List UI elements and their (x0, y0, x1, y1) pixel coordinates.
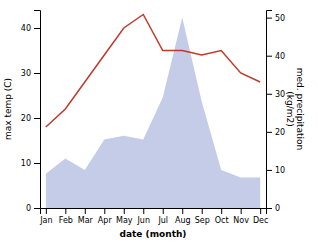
tick-mark (34, 208, 40, 209)
tick: 50 (266, 14, 285, 23)
tick-label: Mar (78, 216, 94, 225)
area (46, 18, 260, 208)
tick: Jul (157, 208, 168, 225)
tick: 0 (26, 204, 40, 213)
tick: Jun (137, 208, 151, 225)
tick-label: Dec (253, 216, 268, 225)
tick-mark (221, 208, 222, 214)
axis-line (267, 11, 273, 209)
chart: Jan Feb Mar AprMay Jun Jul Aug Sep Oct Nov Dec 0 10 2… (0, 0, 318, 242)
tick-label: Jul (157, 216, 168, 225)
tick: Aug (175, 208, 191, 225)
tick-mark (266, 170, 272, 171)
line (46, 15, 260, 128)
marks (46, 15, 260, 209)
tick: 30 (266, 90, 285, 99)
tick-mark (241, 208, 242, 214)
tick-mark (266, 132, 272, 133)
tick-label: Feb (59, 216, 73, 225)
tick-label: 0 (275, 204, 280, 213)
tick-label: Oct (215, 216, 229, 225)
tick-mark (266, 94, 272, 95)
axis-line (41, 209, 267, 215)
tick-label: 30 (275, 90, 285, 99)
plot-area: Jan Feb Mar AprMay Jun Jul Aug Sep Oct Nov Dec 0 10 2… (3, 11, 305, 240)
x-axis: Jan Feb Mar AprMay Jun Jul Aug Sep Oct Nov Dec (39, 208, 268, 225)
tick: Dec (253, 208, 268, 225)
tick-mark (260, 208, 261, 214)
tick-mark (182, 208, 183, 214)
tick-mark (266, 56, 272, 57)
tick: Feb (59, 208, 73, 225)
y-axis: 0 10 20 30 40 (21, 11, 41, 214)
tick-label: Jan (39, 216, 52, 225)
tick: 10 (266, 166, 285, 175)
tick-mark (124, 208, 125, 214)
tick: 20 (21, 114, 40, 123)
tick-label: Apr (98, 216, 113, 225)
tick-label: 10 (275, 166, 285, 175)
tick-mark (266, 208, 272, 209)
tick-label: 40 (275, 52, 285, 61)
tick-label: 20 (21, 114, 31, 123)
tick-label: Sep (195, 216, 210, 225)
tick: 40 (266, 52, 285, 61)
tick-label: 30 (21, 69, 31, 78)
tick-mark (163, 208, 164, 214)
y2-axis: 0 10 20 30 40 50 (266, 11, 285, 214)
tick: 0 (266, 204, 280, 213)
tick-label: Nov (233, 216, 249, 225)
y2-axis-title-line: med. precipitation (295, 68, 305, 150)
axis-line (34, 11, 41, 209)
tick-label: Jun (137, 216, 151, 225)
tick: May (116, 208, 133, 225)
tick-label: 0 (26, 204, 31, 213)
tick-mark (143, 208, 144, 214)
tick-mark (266, 18, 272, 19)
tick: 10 (21, 159, 40, 168)
tick-mark (65, 208, 66, 214)
x-axis-title: date (month) (120, 229, 187, 239)
tick-label: 10 (21, 159, 31, 168)
tick: Nov (233, 208, 249, 225)
tick-mark (202, 208, 203, 214)
tick-mark (104, 208, 105, 214)
tick-mark (34, 28, 40, 29)
tick-label: Aug (175, 216, 191, 225)
y2-axis-title: med. precipitation(kg/m2) (285, 68, 305, 150)
tick-mark (34, 118, 40, 119)
tick-label: 50 (275, 14, 285, 23)
tick-label: 20 (275, 128, 285, 137)
tick: Sep (195, 208, 210, 225)
tick-label: 40 (21, 24, 31, 33)
tick-mark (85, 208, 86, 214)
y-axis-title: max temp (C) (3, 78, 13, 140)
tick: Apr (98, 208, 113, 225)
tick: 40 (21, 24, 40, 33)
tick: 30 (21, 69, 40, 78)
tick-mark (46, 208, 47, 214)
tick-mark (34, 163, 40, 164)
y2-axis-title-line: (kg/m2) (285, 91, 295, 126)
tick: 20 (266, 128, 285, 137)
tick-mark (34, 73, 40, 74)
tick: Mar (78, 208, 94, 225)
tick-label: May (116, 216, 133, 225)
tick: Jan (39, 208, 52, 225)
tick: Oct (215, 208, 229, 225)
